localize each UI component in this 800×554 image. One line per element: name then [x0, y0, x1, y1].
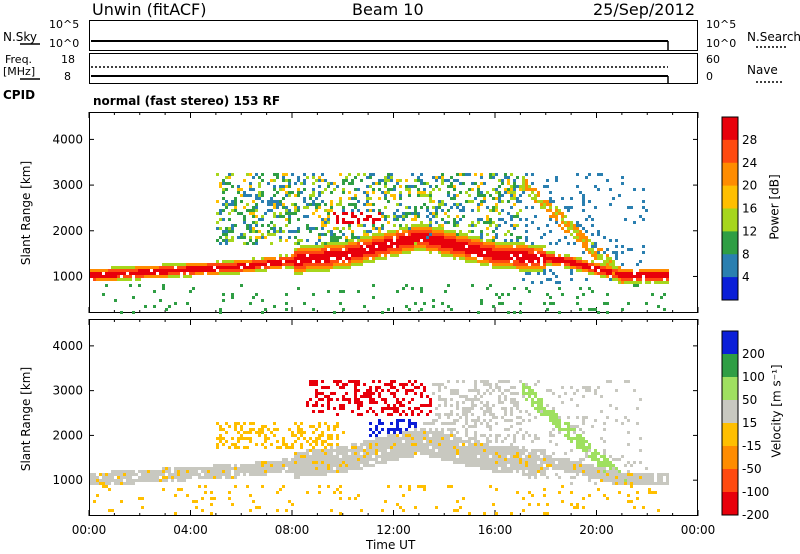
nsearch-label: N.Search [747, 30, 800, 44]
colorbar-tick-label: 28 [742, 133, 757, 147]
colorbar-swatch [722, 423, 738, 447]
x-tick-label: 04:00 [173, 523, 208, 537]
y-tick-label: 1000 [52, 473, 83, 487]
x-tick-label: 20:00 [579, 523, 614, 537]
freq-panel [89, 53, 698, 84]
nsearch-tick-hi: 10^5 [706, 18, 737, 31]
x-tick-label: 00:00 [681, 523, 716, 537]
freq-tick-hi: 18 [61, 53, 75, 66]
x-tick-label: 16:00 [478, 523, 513, 537]
colorbar-swatch [722, 117, 738, 141]
aux-strips [20, 40, 788, 84]
colorbar-tick-label: -100 [742, 485, 769, 499]
nave-tick-lo: 0 [706, 70, 713, 83]
date-title: 25/Sep/2012 [593, 0, 696, 19]
colorbar-swatch [722, 492, 738, 516]
colorbar-tick-label: 12 [742, 224, 757, 238]
colorbar-swatch [722, 446, 738, 470]
x-tick-label: 08:00 [275, 523, 310, 537]
y-tick-label: 4000 [52, 132, 83, 146]
colorbar-swatch [722, 354, 738, 378]
colorbar-swatch [722, 254, 738, 278]
velocity-heatmap [90, 380, 669, 515]
velocity-colorbar: 200 100 50 15 -15 -50 -100 -200 [721, 330, 769, 522]
y-tick-label: 1000 [52, 269, 83, 283]
colorbar-swatch [722, 208, 738, 232]
colorbar-swatch [722, 185, 738, 209]
colorbar-swatch [722, 231, 738, 255]
colorbar-tick-label: 50 [742, 393, 757, 407]
colorbar-swatch [722, 331, 738, 355]
freq-label-2: [MHz] [3, 65, 36, 78]
x-tick-label: 00:00 [72, 523, 107, 537]
colorbar-tick-label: 20 [742, 179, 757, 193]
power-heatmap [90, 173, 669, 314]
colorbar-swatch [722, 162, 738, 187]
y-tick-label: 4000 [52, 339, 83, 353]
colorbar-tick-label: -15 [742, 439, 762, 453]
colorbar-tick-label: 15 [742, 416, 757, 430]
freq-tick-lo: 8 [64, 70, 71, 83]
y-tick-label: 2000 [52, 428, 83, 442]
x-tick-label: 12:00 [376, 523, 411, 537]
colorbar-tick-label: 8 [742, 247, 750, 261]
cpid-text: normal (fast stereo) 153 RF [93, 94, 281, 108]
colorbar-swatch [722, 400, 738, 424]
colorbar-tick-label: 24 [742, 156, 757, 170]
nsky-label: N.Sky [3, 30, 38, 44]
colorbar-swatch [722, 377, 738, 401]
colorbar-tick-label: -50 [742, 462, 762, 476]
colorbar-tick-label: 16 [742, 202, 757, 216]
colorbar-swatch [722, 277, 738, 301]
nsky-tick-hi: 10^5 [49, 18, 80, 31]
nsky-tick-lo: 10^0 [49, 37, 80, 50]
y-tick-label: 3000 [52, 178, 83, 192]
freq-label-1: Freq. [5, 53, 33, 66]
power-colorbar: 28 24 20 16 12 8 4 [721, 116, 757, 301]
colorbar-tick-label: 200 [742, 347, 765, 361]
colorbar-swatch [722, 469, 738, 493]
nave-tick-hi: 60 [706, 53, 720, 66]
nsky-panel [89, 20, 698, 51]
y-tick-label: 3000 [52, 384, 83, 398]
nave-label: Nave [747, 63, 778, 77]
colorbar-swatch [722, 139, 738, 164]
colorbar-tick-label: 4 [742, 270, 750, 284]
nsearch-tick-lo: 10^0 [706, 37, 737, 50]
colorbar-tick-label: 100 [742, 370, 765, 384]
colorbar-tick-label: -200 [742, 508, 769, 522]
x-axis-label: Time UT [366, 538, 416, 552]
beam-title: Beam 10 [352, 0, 424, 19]
cpid-label: CPID [3, 88, 36, 102]
station-title: Unwin (fitACF) [92, 0, 207, 19]
y-tick-label: 2000 [52, 224, 83, 238]
